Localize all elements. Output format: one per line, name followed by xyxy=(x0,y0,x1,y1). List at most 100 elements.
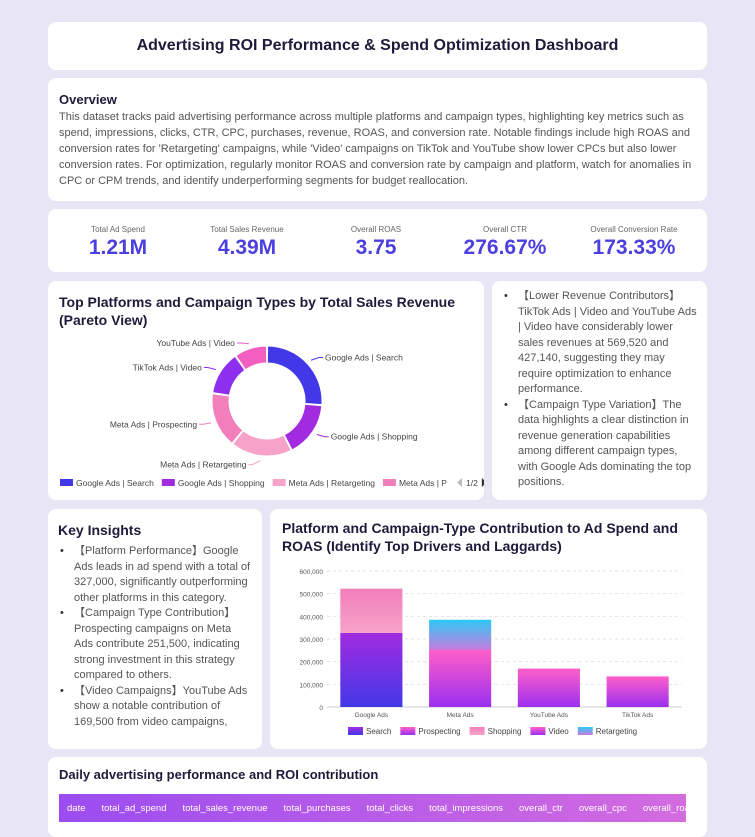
kpi-value: 276.67% xyxy=(463,236,547,259)
side-insights-card: 【Lower Revenue Contributors】TikTok Ads |… xyxy=(492,281,707,500)
kpi-label: Overall CTR xyxy=(482,225,527,234)
donut-slice[interactable] xyxy=(266,345,323,406)
slice-label: Google Ads | Shopping xyxy=(331,432,418,442)
bar-title: Platform and Campaign-Type Contribution … xyxy=(282,520,678,554)
y-tick-label: 300,000 xyxy=(300,637,324,644)
slice-leader-line xyxy=(199,422,212,425)
bar-segment[interactable] xyxy=(340,588,403,633)
bar-card: Platform and Campaign-Type Contribution … xyxy=(270,509,707,749)
kpi-label: Total Ad Spend xyxy=(91,225,145,234)
slice-label: Meta Ads | Prospecting xyxy=(110,419,198,429)
legend-swatch xyxy=(161,479,175,486)
legend-swatch xyxy=(272,479,286,486)
y-tick-label: 0 xyxy=(319,705,323,712)
slice-label: Google Ads | Search xyxy=(325,353,403,363)
overview-card: Overview This dataset tracks paid advert… xyxy=(48,78,707,201)
overview-heading: Overview xyxy=(59,92,117,107)
legend-item[interactable]: Search xyxy=(366,727,391,736)
legend-next-icon[interactable] xyxy=(481,478,484,487)
legend-prev-icon[interactable] xyxy=(456,478,462,487)
column-header[interactable]: overall_cpc xyxy=(578,802,627,814)
legend-page: 1/2 xyxy=(466,478,478,488)
column-header[interactable]: total_clicks xyxy=(366,802,414,814)
insight-item: 【Video Campaigns】YouTube Ads show a nota… xyxy=(58,684,252,731)
stacked-bar-chart: 0 100,000 200,000 300,000 400,000 500,000 600,… xyxy=(300,569,682,736)
donut-slice[interactable] xyxy=(283,403,323,451)
donut-slice[interactable] xyxy=(232,430,292,457)
dashboard-title: Advertising ROI Performance & Spend Opti… xyxy=(136,37,619,54)
donut-slice[interactable] xyxy=(212,355,246,396)
table-card: Daily advertising performance and ROI co… xyxy=(48,757,707,837)
pareto-card: Top Platforms and Campaign Types by Tota… xyxy=(48,281,484,500)
column-header[interactable]: total_ad_spend xyxy=(101,802,167,814)
donut-slice[interactable] xyxy=(235,345,268,371)
legend-swatch xyxy=(400,727,416,735)
legend-swatch xyxy=(348,727,363,735)
slice-label: Meta Ads | Retargeting xyxy=(160,460,247,470)
slice-leader-line xyxy=(310,357,324,361)
kpi-tile: Overall CTR 276.67% xyxy=(440,209,570,260)
legend-swatch xyxy=(60,479,73,486)
legend-item[interactable]: Shopping xyxy=(488,727,522,736)
legend-swatch xyxy=(382,479,396,486)
bar-segment[interactable] xyxy=(429,619,492,650)
legend-item[interactable]: Video xyxy=(548,727,569,736)
kpi-value: 4.39M xyxy=(217,236,277,259)
insight-item: 【Campaign Type Variation】The data highli… xyxy=(502,398,697,491)
legend-swatch xyxy=(530,727,546,735)
slice-label: TikTok Ads | Video xyxy=(133,362,203,372)
y-tick-label: 500,000 xyxy=(300,592,324,599)
y-tick-label: 200,000 xyxy=(300,660,324,667)
x-tick-label: TikTok Ads xyxy=(622,712,654,719)
kpi-card: Total Ad Spend 1.21M Total Sales Revenue 4.… xyxy=(48,209,707,272)
x-tick-label: Meta Ads xyxy=(447,712,475,719)
kpi-value: 3.75 xyxy=(355,236,397,259)
column-header[interactable]: overall_roas xyxy=(642,802,686,814)
legend-item[interactable]: Google Ads | Shopping xyxy=(178,478,265,488)
x-tick-label: YouTube Ads xyxy=(530,712,569,719)
legend-item[interactable]: Google Ads | Search xyxy=(76,478,154,488)
kpi-value: 1.21M xyxy=(88,236,148,259)
insight-item: 【Campaign Type Contribution】Prospecting … xyxy=(58,606,252,684)
kpi-tile: Overall ROAS 3.75 xyxy=(311,209,441,260)
bar-segment[interactable] xyxy=(340,632,403,707)
kpi-label: Total Sales Revenue xyxy=(210,225,284,234)
insight-item: 【Platform Performance】Google Ads leads i… xyxy=(58,544,252,606)
pareto-title: Top Platforms and Campaign Types by Tota… xyxy=(59,294,455,328)
slice-label: YouTube Ads | Video xyxy=(156,338,235,348)
pareto-donut-chart: Google Ads | Search Google Ads | Shopping… xyxy=(60,338,484,488)
kpi-tile: Overall Conversion Rate 173.33% xyxy=(569,209,699,260)
x-tick-label: Google Ads xyxy=(355,712,389,719)
legend-item[interactable]: Retargeting xyxy=(596,727,637,736)
column-header[interactable]: date xyxy=(67,802,86,814)
legend-item[interactable]: Meta Ads | P xyxy=(399,478,447,488)
column-header[interactable]: total_sales_revenue xyxy=(182,802,268,814)
slice-leader-line xyxy=(203,366,217,371)
column-header[interactable]: overall_ctr xyxy=(519,802,563,814)
y-tick-label: 100,000 xyxy=(300,682,324,689)
bar-segment[interactable] xyxy=(429,649,492,707)
column-header[interactable]: total_impressions xyxy=(429,802,503,814)
kpi-value: 173.33% xyxy=(592,236,676,259)
slice-leader-line xyxy=(248,460,261,466)
table-title: Daily advertising performance and ROI co… xyxy=(59,767,379,782)
data-table: date total_ad_spend total_sales_revenue tot… xyxy=(59,794,686,822)
legend-item[interactable]: Prospecting xyxy=(418,727,460,736)
key-insights-heading: Key Insights xyxy=(58,522,142,538)
legend-swatch xyxy=(469,727,485,735)
kpi-label: Overall Conversion Rate xyxy=(590,225,678,234)
bar-segment[interactable] xyxy=(606,676,669,707)
legend-item[interactable]: Meta Ads | Retargeting xyxy=(289,478,376,488)
insight-item: 【Lower Revenue Contributors】TikTok Ads |… xyxy=(502,289,697,398)
y-tick-label: 600,000 xyxy=(300,569,324,576)
column-header[interactable]: total_purchases xyxy=(283,802,351,814)
overview-text: This dataset tracks paid advertising per… xyxy=(59,111,692,187)
title-card: Advertising ROI Performance & Spend Opti… xyxy=(48,22,707,70)
donut-slice[interactable] xyxy=(211,393,244,445)
bar-segment[interactable] xyxy=(517,668,580,707)
y-tick-label: 400,000 xyxy=(300,614,324,621)
kpi-label: Overall ROAS xyxy=(350,225,402,234)
slice-leader-line xyxy=(316,434,329,438)
legend-swatch xyxy=(577,727,593,735)
slice-leader-line xyxy=(236,342,249,345)
